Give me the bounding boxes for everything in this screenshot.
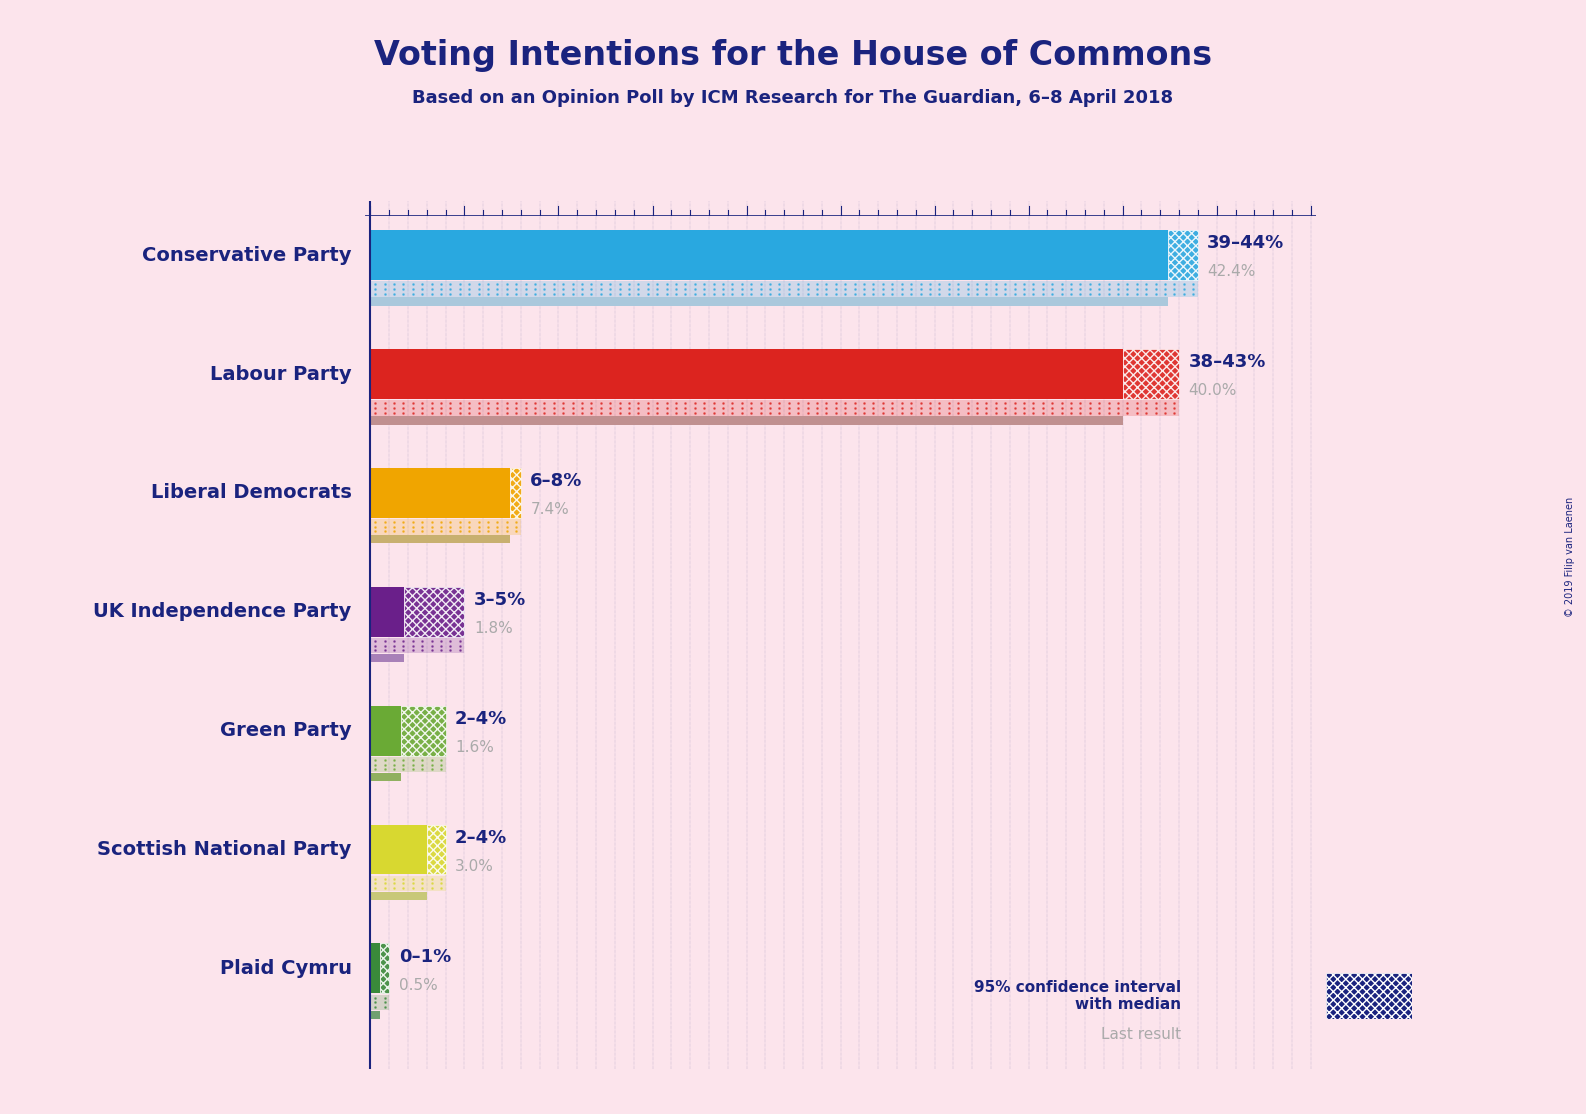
Text: 3–5%: 3–5% bbox=[474, 590, 527, 609]
Text: Green Party: Green Party bbox=[220, 721, 352, 740]
Bar bbox=[427, 824, 446, 874]
Bar bbox=[401, 705, 446, 755]
Bar bbox=[371, 638, 465, 654]
Bar bbox=[371, 756, 446, 772]
Bar bbox=[371, 944, 379, 994]
Bar bbox=[371, 282, 1197, 296]
Bar bbox=[371, 891, 427, 900]
Text: Based on an Opinion Poll by ICM Research for The Guardian, 6–8 April 2018: Based on an Opinion Poll by ICM Research… bbox=[412, 89, 1174, 107]
Text: 38–43%: 38–43% bbox=[1188, 353, 1266, 371]
Bar bbox=[371, 1010, 379, 1019]
Text: Plaid Cymru: Plaid Cymru bbox=[219, 959, 352, 978]
Text: 40.0%: 40.0% bbox=[1188, 383, 1237, 398]
Text: Labour Party: Labour Party bbox=[209, 364, 352, 383]
Bar bbox=[371, 995, 389, 1010]
Text: 2–4%: 2–4% bbox=[455, 710, 508, 727]
Text: UK Independence Party: UK Independence Party bbox=[94, 603, 352, 622]
Bar bbox=[371, 876, 446, 891]
Text: Scottish National Party: Scottish National Party bbox=[97, 840, 352, 859]
Bar bbox=[371, 587, 404, 637]
Text: 0–1%: 0–1% bbox=[398, 948, 450, 966]
Text: Voting Intentions for the House of Commons: Voting Intentions for the House of Commo… bbox=[374, 39, 1212, 72]
Text: 1.6%: 1.6% bbox=[455, 740, 493, 755]
Bar bbox=[371, 231, 1167, 280]
Text: 1.8%: 1.8% bbox=[474, 620, 512, 636]
Bar bbox=[371, 417, 1123, 424]
Bar bbox=[404, 587, 465, 637]
Bar bbox=[371, 705, 401, 755]
Bar bbox=[371, 773, 401, 781]
Bar bbox=[371, 468, 509, 518]
Text: Liberal Democrats: Liberal Democrats bbox=[151, 483, 352, 502]
Bar bbox=[1167, 231, 1197, 280]
Text: 39–44%: 39–44% bbox=[1207, 234, 1285, 252]
Bar bbox=[371, 535, 509, 544]
Bar bbox=[371, 519, 520, 535]
Text: 2–4%: 2–4% bbox=[455, 829, 508, 847]
Text: 6–8%: 6–8% bbox=[530, 472, 582, 490]
Text: 95% confidence interval
with median: 95% confidence interval with median bbox=[974, 979, 1182, 1013]
Text: Last result: Last result bbox=[1101, 1027, 1182, 1043]
Bar bbox=[371, 824, 427, 874]
Bar bbox=[371, 297, 1167, 305]
Text: 0.5%: 0.5% bbox=[398, 978, 438, 993]
Text: 42.4%: 42.4% bbox=[1207, 264, 1256, 280]
Text: 7.4%: 7.4% bbox=[530, 502, 569, 517]
Text: © 2019 Filip van Laenen: © 2019 Filip van Laenen bbox=[1565, 497, 1575, 617]
Text: Conservative Party: Conservative Party bbox=[143, 246, 352, 265]
Bar bbox=[1123, 349, 1178, 399]
Bar bbox=[371, 349, 1123, 399]
Bar bbox=[371, 654, 404, 663]
Bar bbox=[509, 468, 520, 518]
Bar bbox=[379, 944, 389, 994]
Bar bbox=[371, 400, 1178, 416]
Text: 3.0%: 3.0% bbox=[455, 859, 493, 873]
